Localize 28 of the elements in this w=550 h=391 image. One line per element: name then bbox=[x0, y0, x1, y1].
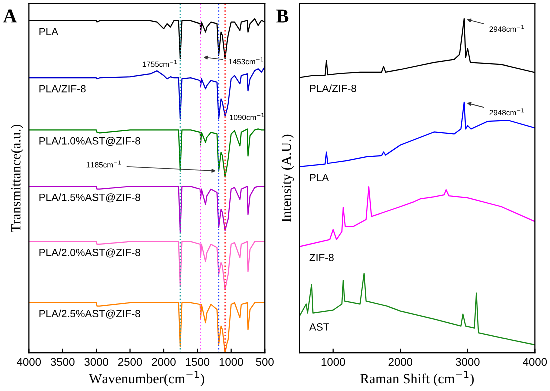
x-tick-label: 4000 bbox=[17, 358, 42, 366]
x-axis-title: Wavenumber(cm$^{−1}$) bbox=[89, 371, 204, 386]
series-label: AST bbox=[309, 324, 330, 331]
x-tick-label: 500 bbox=[256, 358, 274, 366]
x-tick-label: 2000 bbox=[152, 358, 176, 366]
series-label: PLA/ZIF-8 bbox=[40, 85, 86, 93]
series-label: PLA bbox=[40, 28, 59, 36]
series-label: PLA/1.0%AST@ZIF-8 bbox=[40, 137, 140, 146]
x-tick-label: 3000 bbox=[456, 358, 480, 366]
chart-title: B bbox=[276, 10, 289, 23]
series-label: ZIF-8 bbox=[310, 254, 334, 262]
x-tick-label: 1500 bbox=[186, 358, 210, 366]
y-axis-title: Intensity (A.U.) bbox=[282, 134, 294, 222]
x-tick-label: 4000 bbox=[523, 358, 548, 366]
x-tick-label: 2500 bbox=[118, 358, 142, 366]
x-axis-title: Raman Shift (cm$^{−1}$) bbox=[360, 371, 474, 386]
series-label: PLA/2.0%AST@ZIF-8 bbox=[40, 248, 140, 258]
series-label: PLA bbox=[310, 174, 330, 182]
series-label: PLA/1.5%AST@ZIF-8 bbox=[40, 194, 140, 203]
x-tick-label: 3500 bbox=[50, 358, 75, 366]
series-label: PLA/2.5%AST@ZIF-8 bbox=[40, 310, 140, 319]
x-tick-label: 3000 bbox=[84, 358, 108, 366]
x-tick-label: 1000 bbox=[220, 358, 244, 366]
chart-title: A bbox=[3, 10, 18, 23]
y-axis-title: Transmittance(a.u.) bbox=[11, 124, 24, 232]
x-tick-label: 2000 bbox=[388, 358, 413, 366]
x-tick-label: 1000 bbox=[322, 358, 346, 366]
series-label: PLA/ZIF-8 bbox=[310, 84, 356, 92]
